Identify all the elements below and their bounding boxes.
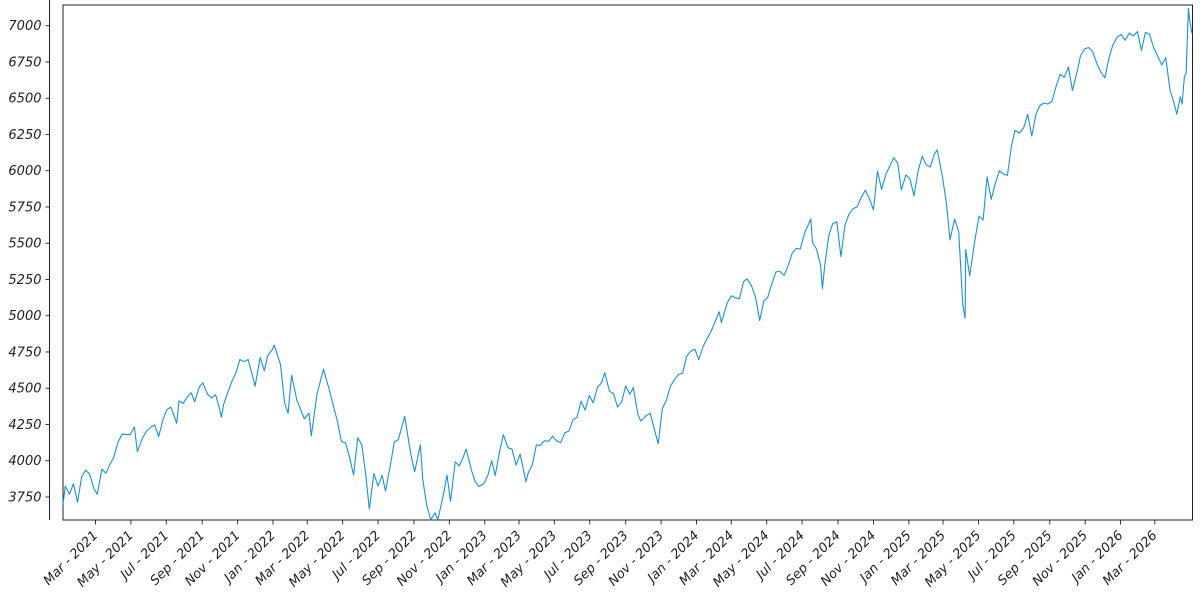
y-tick-label: 5000	[8, 309, 41, 324]
y-tick-label: 5250	[8, 273, 41, 288]
y-tick-label: 7000	[8, 19, 41, 34]
y-tick-label: 4000	[8, 454, 41, 469]
y-tick-label: 6250	[8, 128, 41, 143]
y-tick-label: 4500	[8, 382, 41, 397]
y-tick-label: 6000	[8, 164, 41, 179]
y-tick-label: 3750	[8, 490, 41, 505]
price-line	[62, 7, 1193, 521]
y-tick-label: 4250	[8, 418, 41, 433]
y-tick-label: 6750	[8, 55, 41, 70]
y-tick-label: 6500	[8, 92, 41, 107]
y-tick-label: 5500	[8, 237, 41, 252]
plot-border	[62, 4, 1193, 521]
y-tick-label: 4750	[8, 345, 41, 360]
y-tick-label: 5750	[8, 200, 41, 215]
